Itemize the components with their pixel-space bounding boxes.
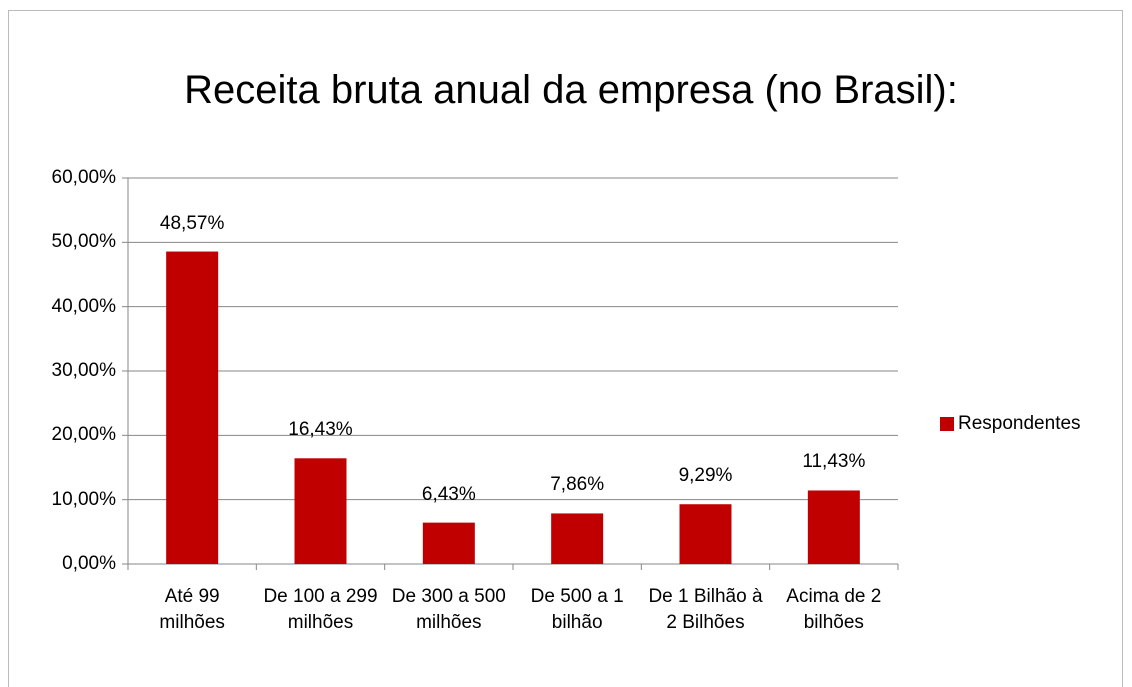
x-tick-label: Até 99 milhões <box>159 586 225 633</box>
data-label: 7,86% <box>550 474 605 496</box>
bar <box>166 251 219 564</box>
data-label: 6,43% <box>421 483 476 505</box>
chart-border <box>8 10 1123 687</box>
bar <box>679 504 732 564</box>
y-tick-label: 30,00% <box>51 360 116 381</box>
bar <box>294 458 347 564</box>
y-tick-label: 0,00% <box>62 553 116 574</box>
x-tick-label: De 500 a 1 bilhão <box>530 586 624 633</box>
bar <box>807 490 860 564</box>
data-label: 16,43% <box>288 419 353 441</box>
legend-label: Respondentes <box>958 413 1081 434</box>
x-tick-label: De 100 a 299 milhões <box>263 586 378 633</box>
y-tick-label: 40,00% <box>51 295 116 317</box>
y-tick-label: 10,00% <box>51 488 116 510</box>
y-tick-label: 60,00% <box>51 167 116 188</box>
legend-swatch <box>940 417 954 431</box>
bar <box>422 522 475 564</box>
y-tick-label: 20,00% <box>51 424 116 446</box>
x-tick-label: Acima de 2 bilhões <box>786 586 882 633</box>
data-label: 11,43% <box>802 451 866 473</box>
data-label: 9,29% <box>678 465 733 487</box>
data-label: 48,57% <box>159 212 225 234</box>
chart-title: Receita bruta anual da empresa (no Brasi… <box>184 68 958 112</box>
bar <box>551 513 604 564</box>
x-tick-label: De 300 a 500 milhões <box>391 586 506 633</box>
y-tick-label: 50,00% <box>51 231 116 253</box>
x-tick-label: De 1 Bilhão à 2 Bilhões <box>648 586 763 633</box>
